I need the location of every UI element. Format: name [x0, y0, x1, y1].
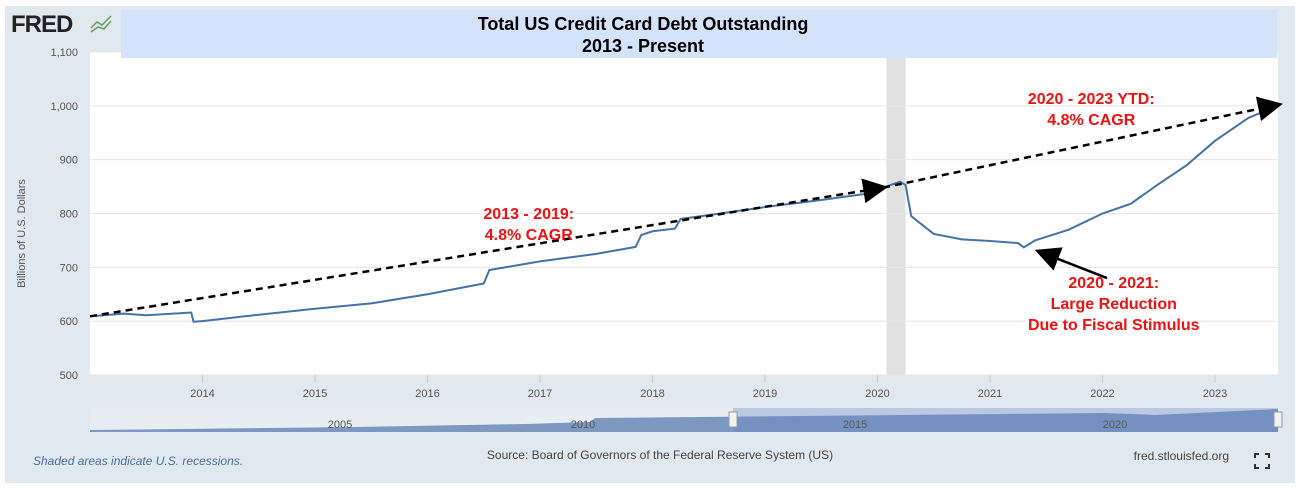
y-tick-label: 700: [60, 262, 78, 274]
y-tick-label: 800: [60, 209, 78, 221]
x-tick-label: 2021: [978, 388, 1002, 400]
x-tick-label: 2022: [1090, 388, 1114, 400]
x-tick-label: 2023: [1203, 388, 1227, 400]
annotation-text: 2013 - 2019:: [483, 206, 574, 223]
title-band: [121, 10, 1277, 58]
navigator-tick-label: 2015: [843, 419, 867, 431]
fred-logo: FRED: [11, 11, 73, 38]
annotation-text: 4.8% CAGR: [1047, 112, 1135, 129]
annotation-text: 2020 - 2021:: [1068, 275, 1159, 292]
navigator-tick-label: 2020: [1103, 419, 1127, 431]
source-text: Source: Board of Governors of the Federa…: [487, 448, 833, 462]
y-tick-label: 500: [60, 370, 78, 382]
chart-subtitle: 2013 - Present: [582, 36, 704, 56]
trend-arrow: [882, 96, 1283, 189]
annotation-text: Due to Fiscal Stimulus: [1028, 317, 1200, 334]
navigator-handle[interactable]: [1273, 411, 1283, 428]
x-tick-label: 2017: [528, 388, 552, 400]
y-tick-label: 900: [60, 155, 78, 167]
x-tick-label: 2015: [303, 388, 327, 400]
y-tick-label: 1,000: [50, 101, 78, 113]
site-link[interactable]: fred.stlouisfed.org: [1134, 449, 1229, 463]
x-tick-label: 2020: [865, 388, 889, 400]
x-tick-label: 2019: [753, 388, 777, 400]
annotation-text: Large Reduction: [1051, 296, 1177, 313]
fred-chart: 500 600 700 800 900 1,000 1,100 2014 2015 2016 201…: [11, 10, 1283, 469]
x-tick-label: 2018: [640, 388, 664, 400]
chart-container: 500 600 700 800 900 1,000 1,100 2014 2015 2016 201…: [5, 6, 1295, 483]
trend-arrow: [89, 178, 889, 318]
navigator-selection[interactable]: [733, 408, 1278, 432]
series-line: [89, 104, 1279, 323]
y-axis-label: Billions of U.S. Dollars: [16, 179, 28, 288]
expand-icon[interactable]: [1254, 453, 1270, 469]
annotation-text: 2020 - 2023 YTD:: [1028, 91, 1155, 108]
x-tick-label: 2016: [415, 388, 439, 400]
navigator-tick-label: 2010: [571, 419, 595, 431]
logo-chart-icon: [90, 15, 112, 33]
navigator-handle[interactable]: [728, 411, 738, 428]
navigator-series: [90, 409, 1278, 432]
x-tick-label: 2014: [190, 388, 214, 400]
recession-note: Shaded areas indicate U.S. recessions.: [33, 454, 243, 468]
y-tick-label: 1,100: [50, 47, 78, 59]
annotation-arrow: [1034, 247, 1108, 280]
y-tick-label: 600: [60, 316, 78, 328]
navigator-tick-label: 2005: [328, 419, 352, 431]
annotation-text: 4.8% CAGR: [485, 227, 573, 244]
chart-title: Total US Credit Card Debt Outstanding: [478, 14, 809, 34]
